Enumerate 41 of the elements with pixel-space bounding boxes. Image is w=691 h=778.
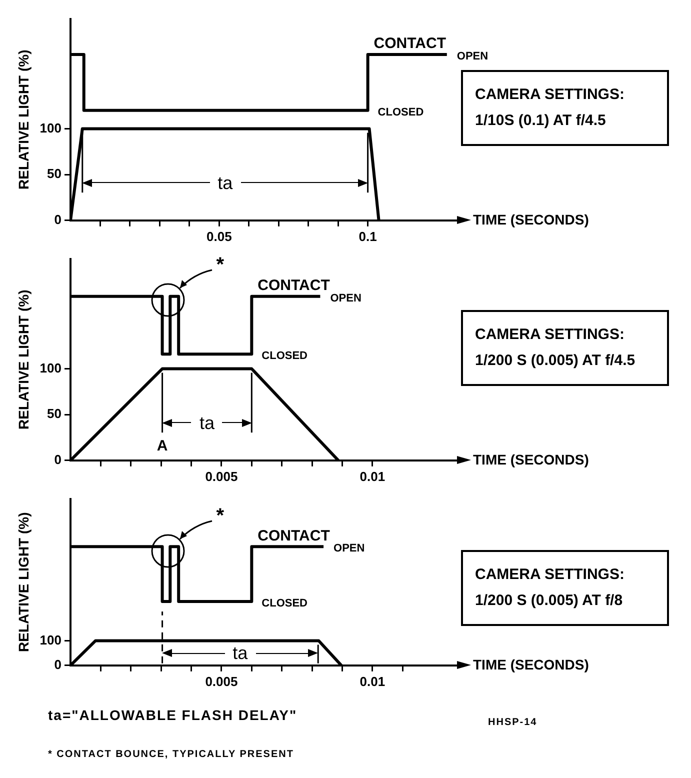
y-tick-label: 100: [40, 632, 62, 648]
annotation: *: [216, 504, 224, 528]
y-tick-label: 0: [54, 452, 62, 467]
x-tick-label: 0.05: [206, 228, 232, 244]
ref-line-label: A: [156, 438, 168, 455]
x-axis-title: TIME (SECONDS): [473, 211, 589, 228]
annotation: ta: [198, 412, 216, 433]
y-tick-label: 100: [40, 120, 62, 136]
annotation: CLOSED: [262, 598, 308, 610]
y-tick-label: 50: [47, 406, 62, 422]
y-tick-label: 0: [54, 656, 62, 672]
text-frame: CAMERA SETTINGS: 1/200 S (0.005) AT f/8: [461, 550, 669, 626]
text: HHSP-14: [488, 717, 538, 728]
series-label: CONTACT: [374, 35, 446, 52]
annotation: CLOSED: [262, 350, 308, 362]
annotation: ta: [216, 172, 234, 193]
x-tick-label: 0.01: [360, 468, 386, 484]
y-axis-title: RELATIVE LIGHT (%): [15, 512, 32, 652]
x-axis-title: TIME (SECONDS): [473, 451, 589, 468]
y-tick-label: 100: [40, 360, 62, 376]
text-frame: CAMERA SETTINGS: 1/10S (0.1) AT f/4.5: [461, 70, 669, 146]
y-axis-title: RELATIVE LIGHT (%): [15, 50, 32, 190]
annotation: ta: [232, 643, 249, 664]
y-tick-label: 50: [47, 166, 62, 182]
x-tick-label: 0.005: [205, 674, 238, 689]
y-tick-label: 0: [54, 212, 62, 227]
annotation: OPEN: [334, 542, 365, 555]
x-tick-label: 0.1: [358, 228, 377, 244]
text: * CONTACT BOUNCE, TYPICALLY PRESENT: [48, 749, 294, 760]
annotation: OPEN: [456, 50, 488, 63]
text-frame: CAMERA SETTINGS: 1/200 S (0.005) AT f/4.5: [461, 310, 669, 386]
text: ta="ALLOWABLE FLASH DELAY": [48, 707, 298, 723]
annotation: OPEN: [330, 292, 362, 304]
series-label: CONTACT: [258, 527, 330, 544]
x-axis-title: TIME (SECONDS): [473, 656, 589, 672]
x-tick-label: 0.01: [360, 674, 386, 689]
series-label: CONTACT: [258, 277, 330, 294]
x-tick-label: 0.005: [205, 468, 238, 484]
annotation: *: [216, 254, 224, 278]
y-axis-title: RELATIVE LIGHT (%): [15, 290, 32, 430]
annotation: CLOSED: [378, 106, 424, 118]
